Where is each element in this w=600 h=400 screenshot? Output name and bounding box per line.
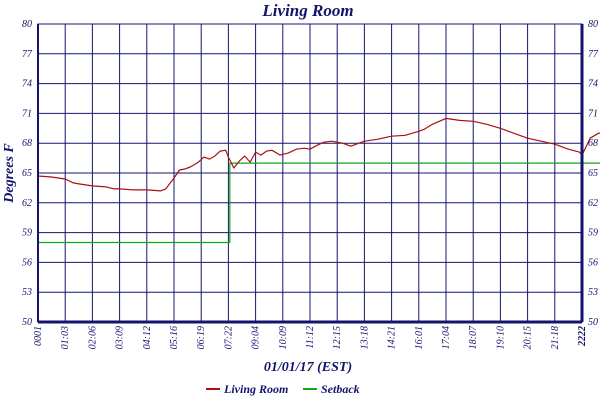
x-tick-label: 06:19 [196,326,207,349]
x-tick-label: 17:04 [441,326,452,349]
x-tick-label: 03:09 [115,326,126,349]
y-tick-label-left: 77 [22,49,33,60]
x-tick-label: 19:10 [495,326,506,349]
y-tick-label-left: 50 [22,317,32,328]
x-tick-label: 12:15 [332,326,343,349]
chart-title: Living Room [261,1,353,20]
x-tick-label: 20:15 [523,326,534,349]
legend-item: Living Room [206,382,288,396]
y-tick-label-right: 65 [588,168,598,179]
legend-label: Living Room [223,382,288,396]
y-tick-label-left: 65 [22,168,32,179]
x-axis-title: 01/01/17 (EST) [264,360,352,375]
y-tick-label-right: 59 [588,228,598,239]
x-tick-label: 09:04 [251,326,262,349]
y-tick-label-right: 74 [588,79,598,90]
x-tick-label: 07:22 [223,326,234,349]
y-tick-label-right: 80 [588,19,598,30]
y-tick-label-right: 50 [588,317,598,328]
x-tick-label: 13:18 [359,326,370,349]
y-tick-label-left: 53 [22,287,32,298]
x-tick-label: 01:03 [60,326,71,349]
series-line-setback [38,162,600,244]
x-tick-label: 05:16 [169,326,180,349]
legend-label: Setback [321,382,360,396]
y-tick-label-left: 59 [22,228,32,239]
grid-lines [38,24,582,322]
x-tick-label: 2222 [577,326,588,347]
x-tick-label: 21:18 [550,326,561,349]
y-tick-label-left: 56 [22,257,32,268]
y-tick-label-right: 53 [588,287,598,298]
y-tick-label-left: 68 [22,138,32,149]
y-tick-labels-left: 50 53 56 59 62 65 68 71 74 77 80 [22,19,33,328]
y-tick-label-left: 80 [22,19,32,30]
y-axis-title: Degrees F [2,143,17,204]
x-tick-label: 14:21 [387,326,398,349]
x-tick-labels: 0001 01:03 02:06 03:09 04:12 05:16 06:19 07:22 0… [33,325,588,349]
x-tick-label: 10:09 [278,326,289,349]
x-tick-label: 11:12 [305,326,316,349]
series-layer [37,117,600,244]
legend-item: Setback [303,382,360,396]
x-tick-label: 0001 [33,326,44,346]
x-tick-label: 16:01 [414,326,425,349]
y-tick-label-right: 71 [588,108,598,119]
y-tick-label-left: 74 [22,79,32,90]
y-tick-label-right: 68 [588,138,598,149]
y-tick-label-left: 62 [22,198,32,209]
x-tick-label: 02:06 [87,326,98,349]
x-tick-label: 18:07 [468,325,479,349]
y-tick-label-right: 77 [588,49,599,60]
y-tick-label-right: 56 [588,257,598,268]
y-tick-label-right: 62 [588,198,598,209]
series-line-living-room [37,117,600,192]
y-tick-label-left: 71 [22,108,32,119]
y-tick-labels-right: 50 53 56 59 62 65 68 71 74 77 80 [588,19,599,328]
x-tick-label: 04:12 [142,326,153,349]
legend: Living Room Setback [206,382,360,396]
